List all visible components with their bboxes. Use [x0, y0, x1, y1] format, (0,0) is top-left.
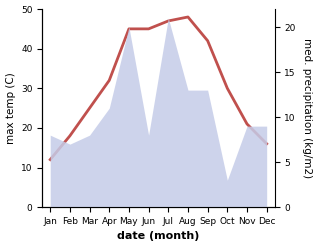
- Y-axis label: med. precipitation (kg/m2): med. precipitation (kg/m2): [302, 38, 313, 178]
- Y-axis label: max temp (C): max temp (C): [5, 72, 16, 144]
- X-axis label: date (month): date (month): [117, 231, 200, 242]
